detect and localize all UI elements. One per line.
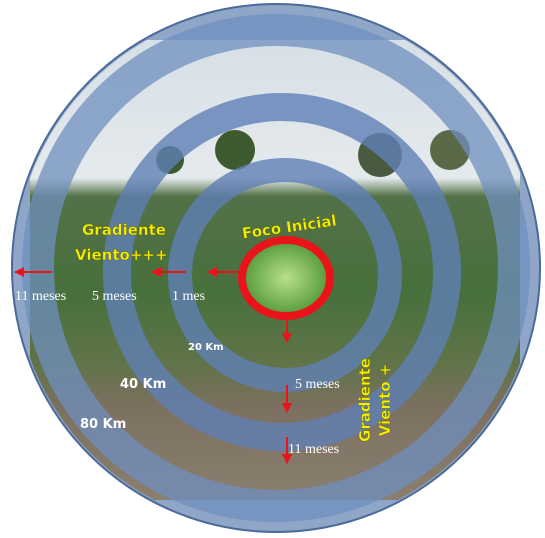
distance: 40 Km xyxy=(120,377,166,392)
ring-40 xyxy=(103,93,461,451)
background xyxy=(11,3,541,533)
left-time: 1 mes xyxy=(172,289,205,304)
initial-focus xyxy=(238,236,334,320)
wind-down-2: Viento + xyxy=(376,364,394,437)
wind-left-2: Viento+++ xyxy=(75,246,168,264)
down-time: 5 meses xyxy=(295,377,340,392)
left-time: 5 meses xyxy=(92,289,137,304)
down-time: 11 meses xyxy=(288,442,339,457)
ring-20 xyxy=(168,158,402,392)
distance: 20 Km xyxy=(188,342,224,353)
wind-left-1: Gradiente xyxy=(82,221,166,239)
left-time: 11 meses xyxy=(15,289,66,304)
ring-80 xyxy=(22,14,530,522)
wind-down-1: Gradiente xyxy=(356,358,374,442)
arrows xyxy=(14,267,292,464)
distance: 80 Km xyxy=(80,417,126,432)
